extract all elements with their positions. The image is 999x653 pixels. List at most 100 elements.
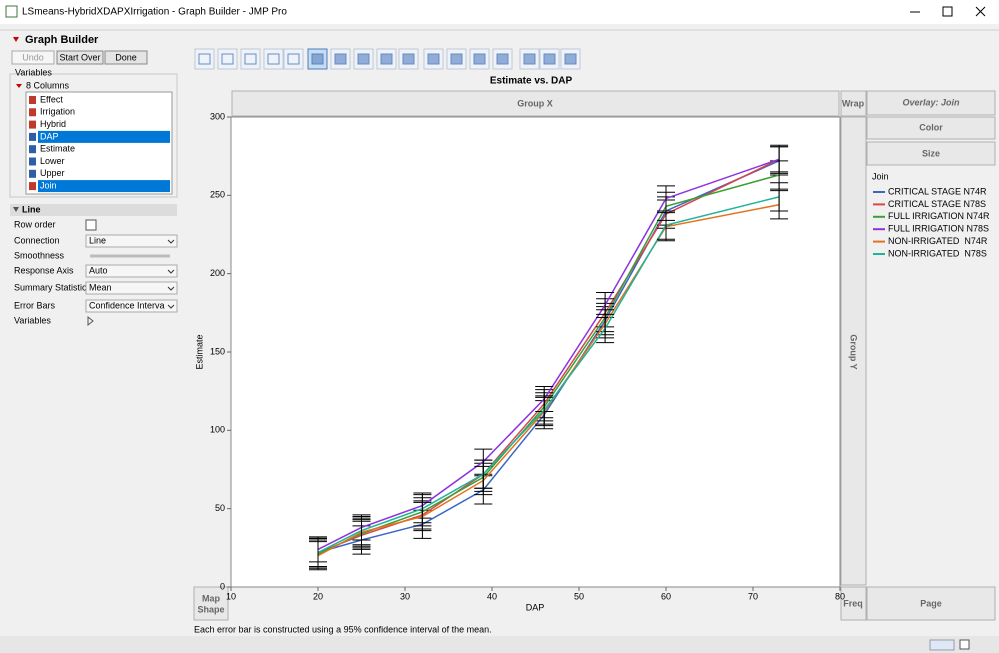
disclosure[interactable] xyxy=(13,207,19,212)
y-axis-label: Estimate xyxy=(194,334,204,369)
tool-button[interactable] xyxy=(194,48,215,70)
option-label: Response Axis xyxy=(14,265,74,275)
freq-zone[interactable] xyxy=(840,586,867,621)
series-line xyxy=(317,196,780,554)
column-icon xyxy=(29,120,36,129)
tool-glyph xyxy=(543,53,556,65)
plot-area xyxy=(230,116,841,588)
error-bar xyxy=(352,516,371,546)
section-title: Line xyxy=(22,204,41,214)
column-item[interactable]: Hybrid xyxy=(40,119,66,129)
dropdown[interactable] xyxy=(85,281,178,295)
tool-glyph xyxy=(427,53,440,65)
zone-label: Color xyxy=(919,122,943,132)
column-icon xyxy=(29,169,36,178)
title-bar xyxy=(0,0,999,24)
tool-glyph xyxy=(450,53,463,65)
x-tick-label: 20 xyxy=(313,591,323,601)
button[interactable] xyxy=(11,50,55,65)
checkbox[interactable] xyxy=(85,219,97,231)
y-tick-label: 0 xyxy=(220,581,225,591)
size-zone[interactable] xyxy=(866,141,996,166)
tool-glyph xyxy=(198,53,211,65)
overlay-zone[interactable] xyxy=(866,90,996,116)
dropdown[interactable] xyxy=(85,299,178,313)
legend-label[interactable]: NON-IRRIGATED N78S xyxy=(888,248,987,258)
error-bar xyxy=(770,182,789,212)
legend-label[interactable]: FULL IRRIGATION N78S xyxy=(888,224,989,234)
status-check[interactable] xyxy=(959,639,970,650)
wrap-zone[interactable] xyxy=(840,90,867,117)
page-zone[interactable] xyxy=(866,586,996,621)
legend-label[interactable]: FULL IRRIGATION N74R xyxy=(888,211,990,221)
dropdown[interactable] xyxy=(85,264,178,278)
dropdown-value: Mean xyxy=(89,282,112,292)
zone-label: Group X xyxy=(517,98,553,108)
tool-button[interactable] xyxy=(217,48,238,70)
dropdown-arrow xyxy=(167,269,175,274)
option-label: Summary Statistic xyxy=(14,282,87,292)
map-shape-zone[interactable] xyxy=(193,586,229,621)
legend-label[interactable]: CRITICAL STAGE N78S xyxy=(888,199,986,209)
x-axis-label: DAP xyxy=(526,602,545,612)
section-bar xyxy=(10,204,177,216)
dropdown-arrow xyxy=(167,239,175,244)
color-zone[interactable] xyxy=(866,116,996,140)
column-item[interactable]: DAP xyxy=(40,131,59,141)
column-item[interactable]: Estimate xyxy=(40,144,75,154)
x-tick-label: 30 xyxy=(400,591,410,601)
tool-glyph xyxy=(357,53,370,65)
column-icon xyxy=(29,145,36,154)
window-title: LSmeans-HybridXDAPXIrrigation - Graph Bu… xyxy=(22,7,287,18)
button[interactable] xyxy=(56,50,104,65)
red-triangle[interactable] xyxy=(16,84,22,88)
chart-title: Estimate vs. DAP xyxy=(490,76,573,87)
button-label: Start Over xyxy=(59,52,100,62)
error-bar xyxy=(770,146,789,173)
dropdown-arrow xyxy=(167,304,175,309)
column-item[interactable]: Irrigation xyxy=(40,107,75,117)
red-triangle[interactable] xyxy=(13,37,19,42)
toolbar xyxy=(194,48,581,70)
column-items: Effect Irrigation Hybrid DAP Estimate Lower Up… xyxy=(29,94,170,193)
dropdown-arrow xyxy=(167,286,175,291)
column-item[interactable]: Lower xyxy=(40,156,65,166)
option-label: Variables xyxy=(14,315,51,325)
plot: 0 50 100 150 200 250 300 10 20 30 40 50 60 70 80 CRITIC… xyxy=(210,111,990,601)
column-item[interactable]: Join xyxy=(40,180,57,190)
column-item[interactable]: Effect xyxy=(40,94,63,104)
disclosure[interactable] xyxy=(87,315,94,327)
tool-glyph xyxy=(311,53,324,65)
close[interactable] xyxy=(975,6,986,17)
tool-button[interactable] xyxy=(283,48,304,70)
series-line xyxy=(317,158,780,554)
x-tick-label: 40 xyxy=(487,591,497,601)
tool-button[interactable] xyxy=(240,48,261,70)
error-bar xyxy=(474,459,493,489)
group-x-zone[interactable] xyxy=(231,90,840,117)
option-label: Row order xyxy=(14,219,56,229)
column-icon xyxy=(29,132,36,141)
dropdown[interactable] xyxy=(85,234,178,248)
zone-label: Shape xyxy=(197,604,224,614)
tool-glyph xyxy=(244,53,257,65)
dropdown-value: Confidence Interva xyxy=(89,300,165,310)
y-tick-label: 100 xyxy=(210,425,225,435)
tool-button[interactable] xyxy=(263,48,284,70)
x-tick-label: 70 xyxy=(748,591,758,601)
legend-label[interactable]: NON-IRRIGATED N74R xyxy=(888,236,988,246)
group-y-zone[interactable] xyxy=(840,116,867,586)
column-item[interactable]: Upper xyxy=(40,168,65,178)
error-bar xyxy=(309,537,327,568)
button[interactable] xyxy=(104,50,148,65)
zone-label: Overlay: Join xyxy=(902,97,960,107)
tool-glyph xyxy=(523,53,536,65)
legend-label[interactable]: CRITICAL STAGE N74R xyxy=(888,186,987,196)
status-icon[interactable] xyxy=(929,639,955,651)
x-tick-label: 10 xyxy=(226,591,236,601)
tool-glyph xyxy=(334,53,347,65)
option-label: Connection xyxy=(14,235,60,245)
maximize[interactable] xyxy=(942,6,953,17)
legend-title: Join xyxy=(872,171,889,181)
